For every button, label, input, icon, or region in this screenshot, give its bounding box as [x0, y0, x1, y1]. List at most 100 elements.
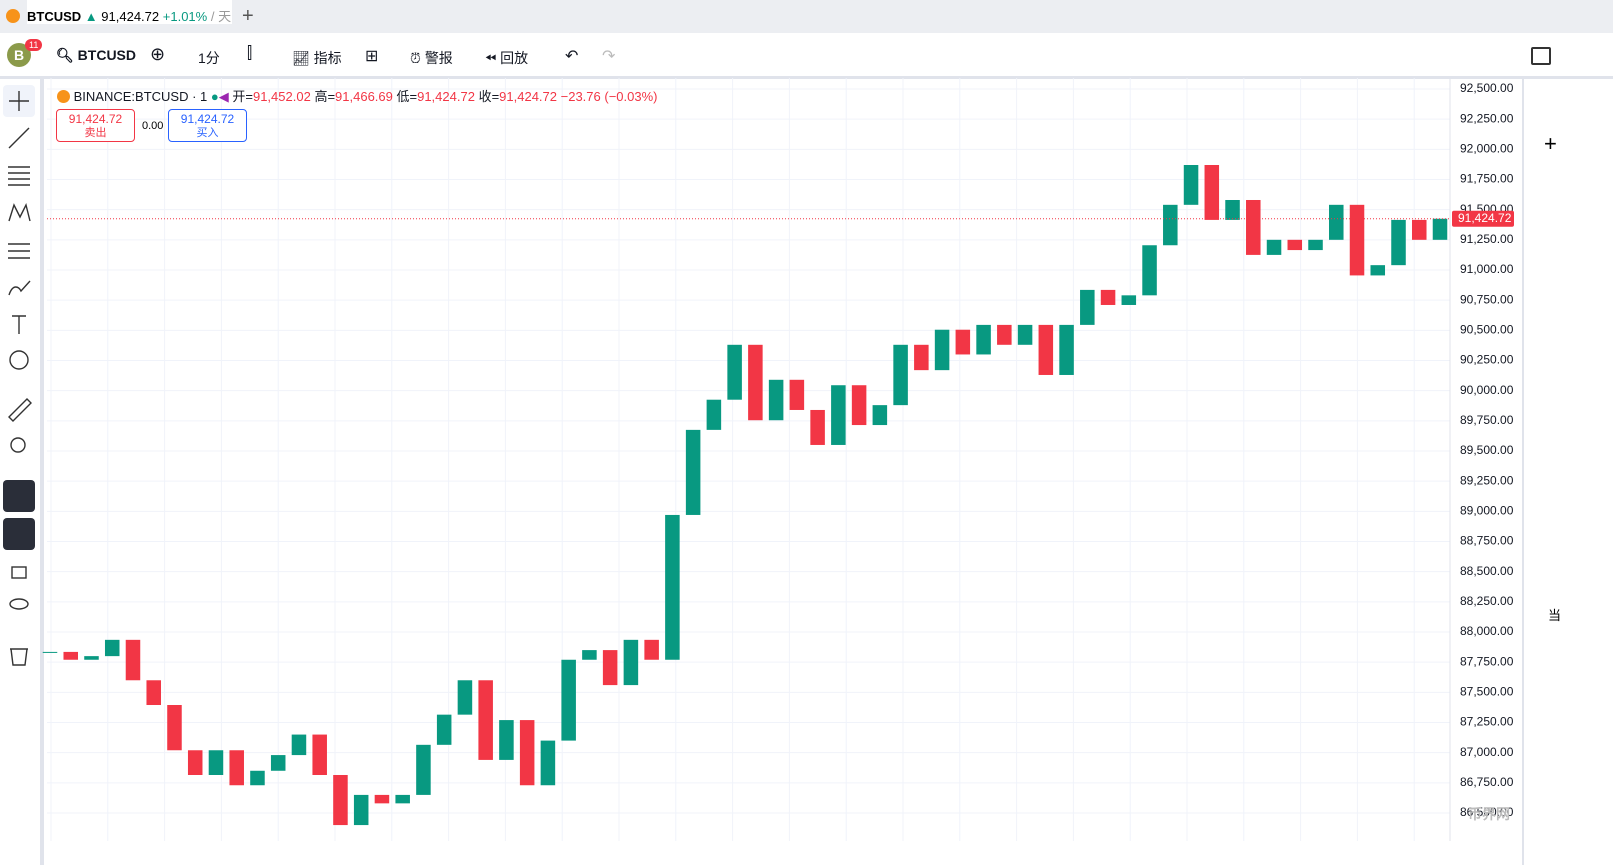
- candle: [1246, 199, 1261, 255]
- indicators[interactable]: 📈︎ 指标: [292, 50, 342, 66]
- undo[interactable]: ↶: [565, 48, 579, 65]
- candle: [291, 734, 307, 756]
- y-tick-label: 91,250.00: [1460, 232, 1514, 246]
- candle: [727, 344, 742, 400]
- candle: [436, 714, 452, 745]
- y-tick-label: 86,750.00: [1460, 775, 1514, 789]
- candle: [1080, 289, 1095, 325]
- candle: [644, 639, 659, 660]
- candle: [167, 705, 182, 751]
- legend-change: −23.76 (−0.03%): [560, 89, 658, 104]
- legend-symbol: BINANCE:BTCUSD · 1: [73, 89, 208, 104]
- y-tick-label: 90,000.00: [1460, 383, 1514, 397]
- ruler-tool[interactable]: [8, 398, 32, 422]
- y-tick-label: 87,000.00: [1460, 745, 1514, 759]
- text-tool[interactable]: [12, 315, 26, 334]
- lock-draw-tool[interactable]: [3, 518, 35, 550]
- candle: [1308, 239, 1323, 251]
- alerts[interactable]: ⏰︎ 警报: [410, 50, 453, 66]
- side-text: 当: [1548, 608, 1562, 623]
- visibility-tool[interactable]: [9, 598, 29, 610]
- compare[interactable]: ⊕: [150, 44, 166, 64]
- candle: [1038, 324, 1054, 375]
- candle: [1432, 218, 1448, 240]
- fullscreen[interactable]: [1531, 47, 1551, 65]
- zoom-tool[interactable]: [10, 437, 26, 453]
- forecast-tool[interactable]: [8, 243, 30, 259]
- right-panel: + 当: [1522, 79, 1613, 865]
- replay[interactable]: ⏪︎ 回放: [485, 50, 529, 66]
- tab-price: 91,424.72: [101, 9, 160, 24]
- emoji-tool[interactable]: [9, 350, 29, 370]
- tool-icons: [3, 85, 35, 666]
- y-tick-label: 91,750.00: [1460, 172, 1514, 186]
- candle: [1059, 324, 1074, 375]
- close-label: 收=: [478, 89, 500, 104]
- magnet-tool[interactable]: [3, 480, 35, 512]
- candle: [1329, 204, 1344, 240]
- candle: [229, 750, 244, 786]
- chart: 86,500.00 86,750.00 87,000.00 87,250.00 87,5…: [42, 78, 1514, 841]
- symbol-search[interactable]: 🔍︎ BTCUSD: [56, 47, 137, 63]
- candle: [519, 720, 535, 786]
- tab-symbol: BTCUSD: [27, 9, 82, 24]
- candle: [499, 720, 514, 760]
- coin-icon: [6, 9, 20, 23]
- buy-button[interactable]: 91,424.72 买入: [168, 109, 247, 142]
- high: 91,466.69: [335, 89, 393, 104]
- pattern-tool[interactable]: [8, 202, 31, 222]
- sell-price: 91,424.72: [68, 112, 123, 126]
- candle: [42, 651, 58, 653]
- layouts[interactable]: ⊞: [365, 48, 379, 65]
- y-tick-label: 92,500.00: [1460, 81, 1514, 95]
- legend: BINANCE:BTCUSD · 1 ●◀ 开=91,452.02 高=91,4…: [57, 86, 657, 105]
- low-label: 低=: [396, 89, 418, 104]
- candle: [353, 794, 369, 826]
- y-tick-label: 89,000.00: [1460, 503, 1514, 517]
- chart-type[interactable]: ⫿: [247, 45, 253, 62]
- candle: [872, 405, 888, 426]
- tab[interactable]: BTCUSD ▲ 91,424.72 +1.01% / 天: [27, 0, 232, 24]
- y-tick-label: 90,750.00: [1460, 292, 1514, 306]
- candle: [1183, 165, 1199, 205]
- y-tick-label: 90,500.00: [1460, 322, 1514, 336]
- delete-tool[interactable]: [10, 648, 28, 666]
- candle: [831, 385, 846, 445]
- sell-button[interactable]: 91,424.72 卖出: [56, 109, 135, 142]
- symbol: BTCUSD: [77, 47, 137, 63]
- y-tick-label: 90,250.00: [1460, 353, 1514, 367]
- candle: [1411, 219, 1427, 240]
- candle: [540, 740, 556, 786]
- line-tool[interactable]: [8, 127, 30, 149]
- y-tick-label: 87,500.00: [1460, 685, 1514, 699]
- alerts-label: 警报: [424, 50, 453, 66]
- interval[interactable]: 1分: [198, 50, 220, 66]
- candle: [768, 379, 784, 421]
- redo[interactable]: ↷: [602, 48, 616, 65]
- candle: [312, 734, 327, 775]
- new-tab[interactable]: +: [242, 5, 254, 27]
- tab-bar: BTCUSD ▲ 91,424.72 +1.01% / 天 +: [0, 0, 1613, 33]
- y-tick-label: 92,250.00: [1460, 111, 1514, 125]
- sell-label: 卖出: [84, 127, 107, 139]
- candle: [104, 639, 120, 657]
- buy-price: 91,424.72: [180, 112, 235, 126]
- badge: 11: [25, 39, 43, 51]
- candle: [1225, 199, 1240, 220]
- close: 91,424.72: [499, 89, 557, 104]
- candle: [374, 794, 390, 804]
- price-tag-label: 91,424.72: [1458, 211, 1512, 225]
- candle: [976, 324, 991, 355]
- add-widget[interactable]: +: [1544, 131, 1557, 156]
- candle: [208, 750, 224, 775]
- lock-tool[interactable]: [11, 566, 27, 579]
- fib-tool[interactable]: [8, 166, 30, 186]
- watermark: 币界网: [1468, 806, 1510, 822]
- candle: [416, 744, 431, 795]
- candle: [706, 399, 722, 430]
- crosshair-tool[interactable]: [9, 91, 29, 111]
- replay-label: 回放: [500, 50, 529, 66]
- brush-tool[interactable]: [8, 280, 31, 296]
- candle: [685, 429, 701, 515]
